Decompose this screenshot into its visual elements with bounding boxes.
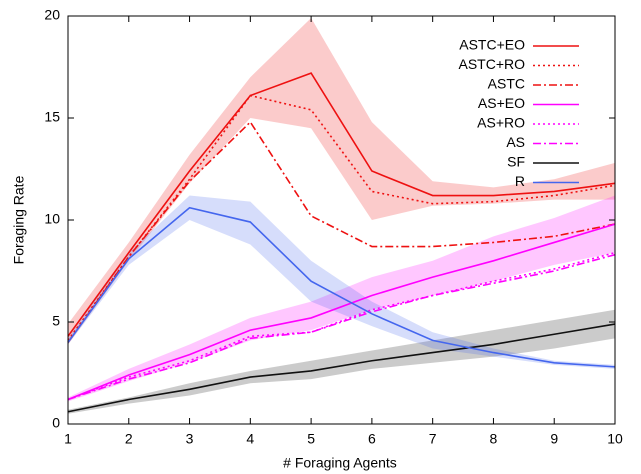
y-tick-label: 0 — [52, 415, 60, 431]
x-tick-label: 8 — [490, 431, 498, 447]
series-line — [67, 72, 616, 337]
series-line — [67, 206, 616, 368]
y-tick-label: 15 — [44, 109, 60, 125]
x-tick-label: 2 — [125, 431, 133, 447]
lines — [67, 72, 616, 413]
legend-label: ASTC — [488, 76, 525, 92]
legend-label: R — [515, 173, 525, 189]
x-tick-label: 5 — [307, 431, 315, 447]
series-line — [67, 120, 616, 343]
series-line — [67, 251, 616, 401]
confidence-band — [68, 309, 615, 414]
legend-label: ASTC+EO — [459, 37, 525, 53]
x-tick-label: 1 — [64, 431, 72, 447]
x-tick-label: 3 — [186, 431, 194, 447]
x-tick-label: 6 — [368, 431, 376, 447]
y-tick-label: 20 — [44, 7, 60, 23]
x-tick-label: 9 — [550, 431, 558, 447]
x-tick-label: 10 — [607, 431, 623, 447]
legend-label: AS+RO — [477, 115, 525, 131]
x-tick-label: 7 — [429, 431, 437, 447]
legend-label: ASTC+RO — [458, 56, 525, 72]
y-tick-label: 5 — [52, 313, 60, 329]
series-line — [67, 323, 616, 413]
y-axis-label: Foraging Rate — [11, 175, 27, 264]
y-tick-label: 10 — [44, 211, 60, 227]
bands — [68, 18, 615, 414]
series-line — [67, 223, 616, 401]
confidence-band — [68, 195, 615, 369]
confidence-band — [68, 18, 615, 345]
legend-label: AS — [506, 134, 525, 150]
x-tick-label: 4 — [246, 431, 254, 447]
legend-label: SF — [507, 154, 525, 170]
confidence-band — [68, 195, 615, 402]
legend-label: AS+EO — [478, 95, 525, 111]
x-axis-label: # Foraging Agents — [283, 455, 397, 471]
